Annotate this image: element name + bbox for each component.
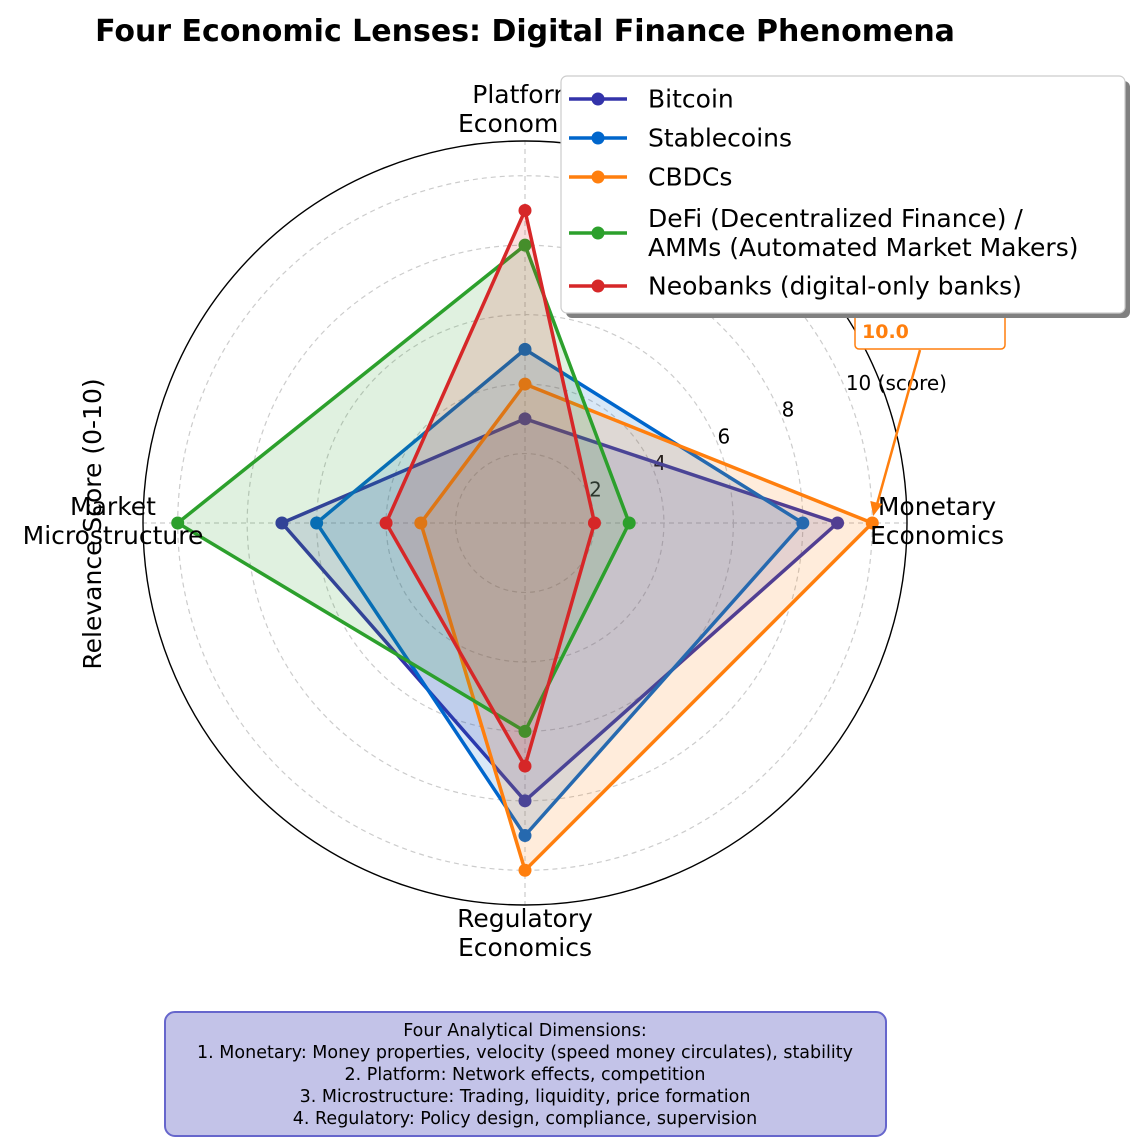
legend-label: Neobanks (digital-only banks) <box>648 272 1022 301</box>
legend-label: Stablecoins <box>648 124 792 153</box>
data-point <box>518 863 532 877</box>
legend-item: Stablecoins <box>569 124 792 153</box>
series-fill <box>316 349 803 836</box>
series-group <box>379 203 601 773</box>
data-point <box>518 377 532 391</box>
data-point <box>518 759 532 773</box>
data-point <box>518 238 532 252</box>
data-point <box>587 516 601 530</box>
series-group <box>275 412 845 808</box>
data-point <box>275 516 289 530</box>
legend-label: DeFi (Decentralized Finance) / AMMs (Auto… <box>648 204 1078 262</box>
outer-ring <box>142 140 908 906</box>
data-point <box>831 516 845 530</box>
legend-swatch-marker <box>591 170 605 184</box>
chart-title: Four Economic Lenses: Digital Finance Ph… <box>95 14 955 49</box>
series-group <box>171 238 636 738</box>
data-point <box>518 829 532 843</box>
data-point <box>622 516 636 530</box>
data-point <box>865 516 879 530</box>
info-box-frame <box>164 1011 887 1137</box>
category-label: Regulatory Economics <box>457 904 593 962</box>
data-point <box>171 516 185 530</box>
radial-tick-label: 2 <box>589 477 602 501</box>
series-layer <box>171 203 879 877</box>
info-box-line: 2. Platform: Network effects, competitio… <box>345 1065 706 1085</box>
legend-frame <box>560 75 1126 314</box>
data-point <box>518 724 532 738</box>
info-box: Four Analytical Dimensions:1. Monetary: … <box>164 1011 887 1137</box>
series-fill <box>420 384 873 871</box>
legend-swatch-marker <box>591 226 605 240</box>
category-label: Platform Economics <box>458 80 592 138</box>
radial-tick-label: 8 <box>782 398 795 422</box>
info-box-line: 4. Regulatory: Policy design, compliance… <box>293 1109 757 1129</box>
legend-item: Bitcoin <box>569 85 734 114</box>
data-point <box>379 516 393 530</box>
legend-swatch-marker <box>591 92 605 106</box>
category-label: Monetary Economics <box>870 492 1004 550</box>
category-label: Market Microstructure <box>23 492 204 550</box>
legend: Bitcoin Stablecoins CBDCs DeFi (Decentraliz… <box>560 75 1130 318</box>
legend-label: CBDCs <box>648 163 732 192</box>
series-group <box>310 342 810 843</box>
data-point <box>518 794 532 808</box>
annotation-arrowhead <box>870 501 883 516</box>
legend-item: Neobanks (digital-only banks) <box>569 272 1022 301</box>
annotation-value: 10.0 <box>862 321 909 343</box>
radial-tick-label: 10 (score) <box>846 371 947 395</box>
legend-item: CBDCs <box>569 163 732 192</box>
annotation-arrow <box>875 349 922 508</box>
series-group <box>414 377 879 877</box>
data-point <box>518 203 532 217</box>
data-point <box>518 412 532 426</box>
legend-item: DeFi (Decentralized Finance) / AMMs (Auto… <box>569 204 1078 262</box>
radial-tick-label: 6 <box>718 424 731 448</box>
info-box-line: 1. Monetary: Money properties, velocity … <box>197 1043 853 1063</box>
data-point <box>414 516 428 530</box>
series-fill <box>386 210 595 767</box>
series-fill <box>281 418 838 801</box>
legend-swatch-marker <box>591 131 605 145</box>
legend-swatch-marker <box>591 279 605 293</box>
data-point <box>796 516 810 530</box>
info-box-line: 3. Microstructure: Trading, liquidity, p… <box>300 1087 751 1107</box>
series-fill <box>177 245 630 732</box>
data-point <box>518 342 532 356</box>
info-box-line: Four Analytical Dimensions: <box>403 1021 647 1041</box>
y-axis-label: Relevance Score (0-10) <box>78 378 107 669</box>
data-point <box>310 516 324 530</box>
legend-label: Bitcoin <box>648 85 734 114</box>
